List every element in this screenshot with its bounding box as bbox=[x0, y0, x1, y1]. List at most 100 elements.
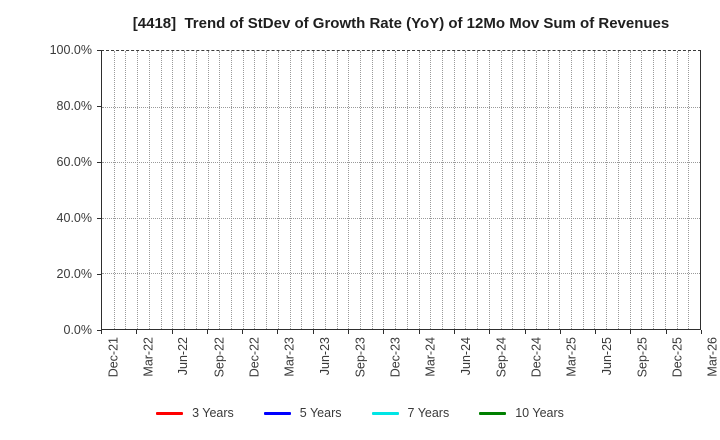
gridline-vertical bbox=[336, 51, 338, 329]
x-axis-tick-label: Sep-25 bbox=[635, 337, 650, 378]
y-axis-tick-label: 80.0% bbox=[56, 99, 92, 113]
legend-item-10-years: 10 Years bbox=[479, 406, 564, 420]
gridline-vertical bbox=[207, 51, 209, 329]
x-axis-tick-label: Dec-23 bbox=[388, 337, 403, 378]
x-axis-tick bbox=[207, 330, 208, 334]
gridline-vertical bbox=[289, 51, 291, 329]
gridline-vertical bbox=[606, 51, 608, 329]
gridline-horizontal bbox=[102, 106, 700, 108]
x-axis-tick bbox=[560, 330, 561, 334]
x-axis-tick-label: Dec-25 bbox=[670, 337, 685, 378]
gridline-vertical bbox=[430, 51, 432, 329]
gridline-vertical bbox=[160, 51, 162, 329]
legend-item-5-years: 5 Years bbox=[263, 406, 342, 420]
x-axis-tick-label: Mar-24 bbox=[423, 337, 438, 377]
x-axis-tick-label: Mar-22 bbox=[141, 337, 156, 377]
x-axis-tick-label: Mar-26 bbox=[706, 337, 720, 377]
y-axis-tick-label: 40.0% bbox=[56, 211, 92, 225]
y-axis-tick-label: 60.0% bbox=[56, 155, 92, 169]
gridline-vertical bbox=[582, 51, 584, 329]
gridline-horizontal bbox=[102, 162, 700, 164]
y-axis-tick bbox=[97, 274, 101, 275]
x-axis-tick-label: Dec-24 bbox=[529, 337, 544, 378]
gridline-vertical bbox=[535, 51, 537, 329]
gridline-vertical bbox=[547, 51, 549, 329]
plot-area bbox=[101, 50, 701, 330]
legend: 3 Years 5 Years 7 Years 10 Years bbox=[0, 406, 720, 420]
gridline-vertical bbox=[230, 51, 232, 329]
gridline-vertical bbox=[500, 51, 502, 329]
y-axis-tick-label: 0.0% bbox=[63, 323, 93, 337]
series-plot bbox=[102, 51, 700, 329]
gridline-vertical bbox=[664, 51, 666, 329]
x-axis-tick-label: Jun-24 bbox=[458, 337, 473, 376]
legend-label-5-years: 5 Years bbox=[299, 406, 342, 420]
x-axis-tick bbox=[419, 330, 420, 334]
gridline-vertical bbox=[359, 51, 361, 329]
x-axis-tick bbox=[666, 330, 667, 334]
x-axis-tick bbox=[172, 330, 173, 334]
x-axis-tick bbox=[277, 330, 278, 334]
legend-label-7-years: 7 Years bbox=[407, 406, 450, 420]
gridline-vertical bbox=[371, 51, 373, 329]
y-axis-tick bbox=[97, 106, 101, 107]
gridline-vertical bbox=[348, 51, 350, 329]
x-axis-tick-label: Dec-22 bbox=[247, 337, 262, 378]
x-axis-tick bbox=[313, 330, 314, 334]
gridline-vertical bbox=[324, 51, 326, 329]
x-axis-tick-label: Mar-23 bbox=[282, 337, 297, 377]
gridline-vertical bbox=[242, 51, 244, 329]
x-axis-tick-label: Jun-25 bbox=[600, 337, 615, 376]
gridline-vertical bbox=[442, 51, 444, 329]
gridline-horizontal bbox=[102, 273, 700, 275]
x-axis-tick-label: Jun-23 bbox=[317, 337, 332, 376]
gridline-vertical bbox=[641, 51, 643, 329]
gridline-vertical bbox=[148, 51, 150, 329]
gridline-vertical bbox=[571, 51, 573, 329]
legend-item-3-years: 3 Years bbox=[156, 406, 234, 420]
gridline-vertical bbox=[406, 51, 408, 329]
x-axis-tick-label: Sep-24 bbox=[494, 337, 509, 378]
legend-line-5-years bbox=[263, 411, 291, 415]
gridline-vertical bbox=[453, 51, 455, 329]
x-axis-tick bbox=[348, 330, 349, 334]
gridline-vertical bbox=[219, 51, 221, 329]
legend-item-7-years: 7 Years bbox=[371, 406, 450, 420]
gridline-vertical bbox=[184, 51, 186, 329]
gridline-vertical bbox=[559, 51, 561, 329]
gridline-vertical bbox=[512, 51, 514, 329]
legend-line-3-years bbox=[156, 411, 184, 415]
legend-label-10-years: 10 Years bbox=[515, 406, 564, 420]
chart-title: [4418] Trend of StDev of Growth Rate (Yo… bbox=[132, 15, 670, 32]
gridline-vertical bbox=[477, 51, 479, 329]
gridline-vertical bbox=[676, 51, 678, 329]
x-axis-tick-label: Sep-22 bbox=[211, 337, 226, 378]
gridline-vertical bbox=[113, 51, 115, 329]
x-axis-tick bbox=[242, 330, 243, 334]
x-axis-tick-label: Jun-22 bbox=[176, 337, 191, 376]
gridline-vertical bbox=[524, 51, 526, 329]
gridline-vertical bbox=[301, 51, 303, 329]
gridline-vertical bbox=[395, 51, 397, 329]
gridline-vertical bbox=[137, 51, 139, 329]
gridline-vertical bbox=[465, 51, 467, 329]
gridline-vertical bbox=[418, 51, 420, 329]
x-axis-tick bbox=[383, 330, 384, 334]
x-axis-tick bbox=[101, 330, 102, 334]
y-axis-tick-label: 100.0% bbox=[49, 43, 92, 57]
gridline-vertical bbox=[313, 51, 315, 329]
y-axis-tick bbox=[97, 218, 101, 219]
legend-line-10-years bbox=[479, 411, 507, 415]
gridline-vertical bbox=[383, 51, 385, 329]
x-axis-tick bbox=[136, 330, 137, 334]
x-axis-tick-label: Dec-21 bbox=[106, 337, 120, 378]
x-axis-tick bbox=[525, 330, 526, 334]
y-axis-tick bbox=[97, 50, 101, 51]
legend-label-3-years: 3 Years bbox=[192, 406, 234, 420]
gridline-vertical bbox=[688, 51, 690, 329]
gridline-vertical bbox=[125, 51, 127, 329]
gridline-vertical bbox=[254, 51, 256, 329]
x-axis-tick bbox=[489, 330, 490, 334]
gridline-vertical bbox=[594, 51, 596, 329]
